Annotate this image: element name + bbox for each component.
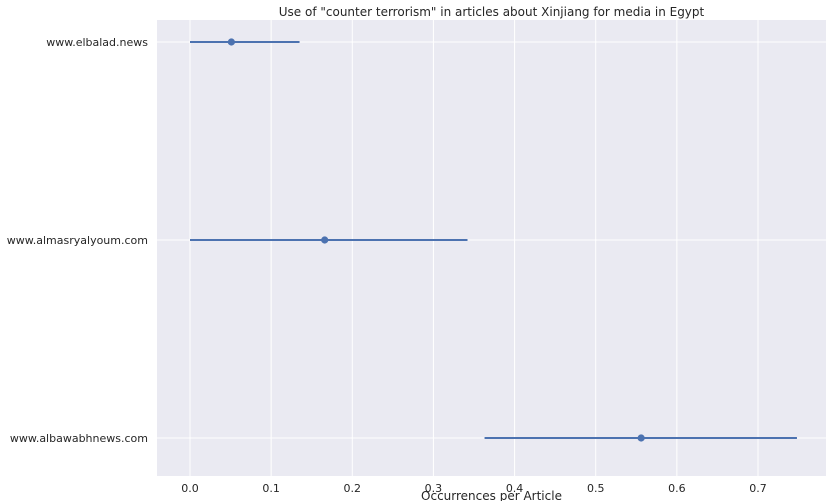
x-tick-label: 0.2 (344, 482, 362, 495)
x-tick-label: 0.0 (181, 482, 199, 495)
y-tick-label: www.albawabhnews.com (10, 432, 148, 445)
x-tick-label: 0.4 (506, 482, 524, 495)
x-tick-label: 0.6 (668, 482, 686, 495)
plot-background (157, 20, 826, 476)
y-tick-label: www.elbalad.news (46, 36, 148, 49)
y-tick-label: www.almasryalyoum.com (7, 234, 148, 247)
x-axis-label: Occurrences per Article (421, 489, 562, 501)
grid (157, 20, 826, 476)
data-point (227, 38, 235, 46)
x-tick-label: 0.5 (587, 482, 605, 495)
chart-title: Use of "counter terrorism" in articles a… (279, 5, 705, 19)
x-tick-labels: 0.0 0.1 0.2 0.3 0.4 0.5 0.6 0.7 (181, 482, 767, 495)
y-tick-labels: www.elbalad.news www.almasryalyoum.com www… (7, 36, 148, 445)
x-tick-label: 0.7 (749, 482, 767, 495)
data-point (321, 236, 329, 244)
x-tick-label: 0.1 (262, 482, 280, 495)
data-marks (190, 38, 797, 442)
data-point (637, 434, 645, 442)
x-tick-label: 0.3 (425, 482, 443, 495)
